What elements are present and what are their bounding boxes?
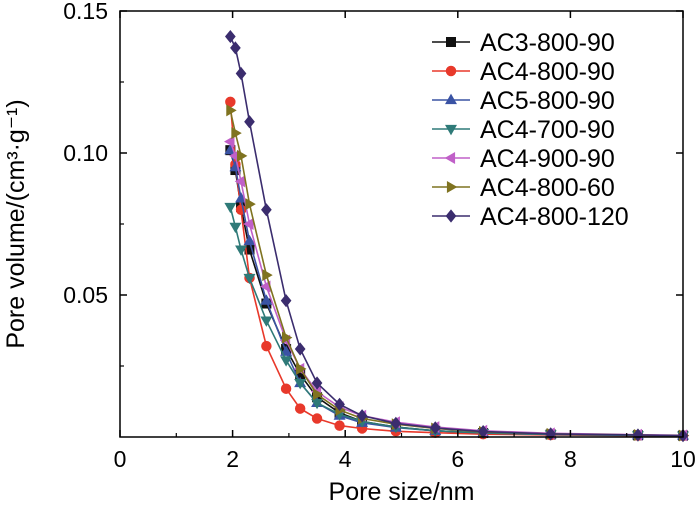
x-tick-label: 8	[564, 446, 577, 472]
legend-label: AC4-800-60	[480, 174, 615, 202]
legend-marker	[445, 93, 457, 105]
data-point	[311, 376, 323, 390]
legend-label: AC4-800-120	[480, 203, 629, 231]
data-point	[262, 269, 273, 282]
data-point	[280, 356, 293, 367]
legend: AC3-800-90AC4-800-90AC5-800-90AC4-700-90…	[432, 29, 629, 231]
legend-marker	[444, 152, 456, 164]
legend-item: AC4-800-90	[432, 58, 615, 86]
data-point	[224, 202, 237, 214]
data-point	[282, 331, 293, 344]
data-point	[235, 245, 248, 256]
axis-ticks: 0 2 4 6 8 10 0.05 0.10 0.15	[63, 0, 696, 472]
legend-marker	[445, 209, 457, 223]
legend-label: AC4-800-90	[480, 58, 615, 86]
data-point	[311, 413, 323, 424]
data-point	[260, 294, 273, 305]
x-axis-title: Pore size/nm	[329, 478, 475, 506]
data-point	[312, 388, 324, 401]
data-point	[230, 41, 241, 55]
series-line	[229, 36, 684, 437]
legend-marker	[445, 37, 456, 48]
data-point	[296, 362, 307, 375]
y-tick-label: 0.10	[63, 140, 108, 166]
data-point	[334, 397, 345, 411]
data-point	[356, 409, 368, 423]
data-point	[231, 127, 242, 140]
legend-label: AC3-800-90	[480, 29, 615, 57]
legend-item: AC4-800-60	[432, 174, 615, 202]
legend-item: AC4-800-120	[432, 203, 629, 231]
data-point	[229, 222, 242, 234]
x-tick-label: 10	[670, 446, 696, 472]
data-point	[225, 29, 236, 44]
data-point	[632, 428, 644, 442]
legend-item: AC3-800-90	[432, 29, 615, 57]
legend-item: AC4-900-90	[432, 145, 615, 173]
data-point	[244, 115, 255, 129]
data-point	[311, 398, 324, 410]
x-tick-label: 4	[339, 446, 352, 472]
data-point	[294, 378, 307, 390]
data-point	[390, 416, 402, 430]
y-tick-label: 0.05	[63, 282, 108, 308]
data-point	[294, 342, 306, 356]
legend-marker	[445, 124, 457, 136]
data-point	[243, 273, 256, 285]
data-point	[429, 421, 441, 435]
data-point	[334, 420, 345, 431]
data-point	[243, 234, 256, 246]
legend-marker	[445, 65, 457, 77]
data-point	[236, 149, 248, 162]
legend-label: AC4-700-90	[480, 116, 615, 144]
data-point	[224, 135, 235, 148]
y-axis-title: Pore volume/(cm³·g⁻¹)	[2, 99, 30, 348]
x-tick-label: 0	[114, 446, 127, 472]
legend-item: AC5-800-90	[432, 87, 615, 115]
data-point	[243, 218, 254, 230]
legend-marker	[446, 181, 458, 193]
data-point	[261, 340, 272, 352]
data-point	[260, 316, 273, 327]
data-point	[225, 96, 236, 108]
data-point	[294, 403, 306, 414]
data-point	[280, 383, 292, 394]
data-point	[245, 198, 256, 211]
y-tick-label: 0.15	[63, 0, 108, 24]
legend-item: AC4-700-90	[432, 116, 615, 144]
legend-label: AC5-800-90	[480, 87, 615, 115]
data-point	[280, 294, 292, 308]
x-tick-label: 2	[226, 446, 239, 472]
data-point	[235, 66, 247, 81]
data-point	[226, 104, 237, 117]
legend-label: AC4-900-90	[480, 145, 615, 173]
data-point	[261, 203, 272, 217]
x-tick-label: 6	[451, 446, 464, 472]
